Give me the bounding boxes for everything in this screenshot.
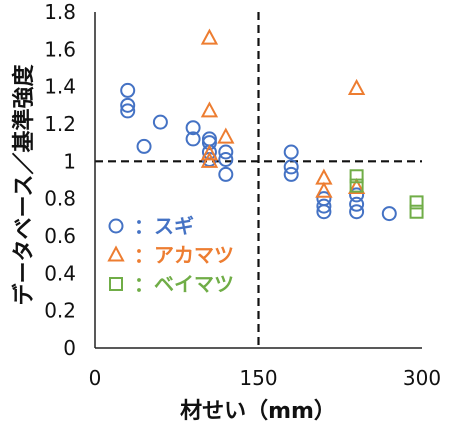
triangle-point — [200, 144, 219, 161]
x-axis-label: 材せい（mm） — [180, 399, 336, 424]
triangle-point — [200, 151, 219, 168]
circle-point — [201, 135, 217, 151]
triangle-point — [200, 28, 219, 45]
circle-point — [381, 206, 397, 222]
circle-point — [349, 187, 365, 203]
y-tick-label: 1.6 — [44, 37, 76, 61]
square-point — [349, 178, 364, 193]
circle-point — [283, 159, 299, 175]
circle-point — [218, 151, 234, 167]
y-tick-label: 1.4 — [44, 75, 76, 99]
legend-label: ：ベイマツ — [134, 272, 234, 296]
legend: ：スギ ：アカマツ ：ベイマツ — [107, 214, 234, 296]
y-axis-label: データベース／基準強度 — [12, 64, 37, 306]
triangle-point — [347, 78, 366, 96]
legend-circle-marker — [108, 218, 124, 234]
triangle-point — [200, 101, 219, 118]
circle-point — [152, 114, 168, 130]
triangle-point — [347, 177, 366, 194]
circle-point — [218, 166, 234, 182]
circle-point — [120, 97, 136, 113]
y-axis-label-wrap: データベース／基準強度 — [4, 20, 40, 350]
y-tick-label: 0 — [63, 336, 76, 360]
circle-point — [349, 204, 365, 220]
circle-point — [136, 138, 152, 154]
triangle-point — [217, 127, 235, 144]
y-tick-label: 0.6 — [44, 224, 76, 248]
circle-point — [283, 166, 299, 182]
x-tick-label: 0 — [89, 366, 102, 390]
circle-point — [120, 103, 136, 119]
legend-label: ：アカマツ — [134, 243, 234, 267]
legend-triangle-marker — [107, 245, 125, 262]
y-tick-label: 0.8 — [44, 187, 76, 211]
tick-labels: 0 0.2 0.4 0.6 0.8 1 1.2 1.4 1.6 1.8 0 150 300 — [44, 0, 441, 390]
y-tick-label: 0.4 — [44, 261, 76, 285]
square-point — [349, 169, 364, 184]
reference-lines — [95, 12, 422, 348]
y-tick-label: 1.2 — [44, 112, 76, 136]
square-point — [409, 195, 424, 210]
circle-point — [120, 82, 136, 98]
circle-point — [185, 120, 201, 136]
circle-point — [349, 196, 365, 212]
y-tick-label: 1.8 — [44, 0, 76, 24]
y-tick-label: 0.2 — [44, 299, 76, 323]
axes — [94, 12, 422, 349]
y-tick-label: 1 — [63, 149, 76, 173]
data-points — [120, 28, 424, 222]
legend-square-marker — [109, 277, 123, 291]
circle-point — [185, 131, 201, 147]
circle-point — [218, 144, 234, 160]
circle-point — [316, 204, 332, 220]
legend-label: ：スギ — [134, 214, 194, 238]
x-tick-label: 150 — [239, 366, 277, 390]
triangle-point — [315, 181, 333, 198]
circle-point — [283, 144, 299, 160]
x-tick-label: 300 — [403, 366, 441, 390]
circle-point — [316, 198, 332, 214]
square-point — [409, 204, 424, 219]
